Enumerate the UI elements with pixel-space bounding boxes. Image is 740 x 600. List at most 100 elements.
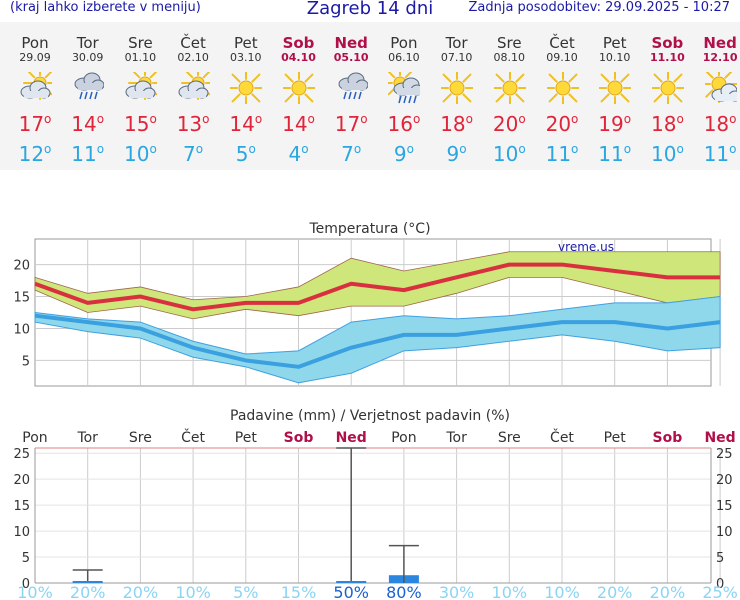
x-tick-label: Čet [550, 428, 574, 446]
day-date: 08.10 [493, 51, 526, 64]
precipitation-probability: 20% [123, 583, 159, 600]
day-date: 12.10 [702, 51, 738, 64]
day-column: Čet 09.10 20o 11o [536, 22, 589, 170]
watermark: vreme.us [558, 240, 614, 254]
partly-cloudy-icon [125, 66, 162, 104]
day-date: 07.10 [440, 51, 473, 64]
forecast-strip: Pon 29.09 17o 12o Tor 30.09 14o 11o Sre 01.10 1… [0, 22, 740, 170]
day-column: Čet 02.10 13o 7o [167, 22, 220, 170]
day-name: Pet [233, 34, 258, 52]
day-name: Čet [549, 34, 575, 52]
partly-cloudy-icon [178, 66, 215, 104]
day-date: 11.10 [649, 51, 685, 64]
day-date: 29.09 [19, 51, 51, 64]
min-temperature: 11o [598, 142, 632, 166]
day-name: Ned [703, 34, 737, 52]
max-temperature: 18o [440, 112, 473, 136]
min-temperature: 10o [123, 142, 157, 166]
min-temperature: 11o [703, 142, 737, 166]
rain-cloud-icon [72, 72, 105, 104]
day-name: Sob [282, 34, 315, 52]
day-date: 09.10 [546, 51, 578, 64]
x-tick-label: Sre [498, 430, 521, 446]
day-date: 03.10 [230, 51, 262, 64]
precipitation-probability: 15% [281, 583, 317, 600]
rain-cloud-icon [336, 72, 369, 104]
y-tick-label: 10 [13, 322, 30, 337]
day-column: Pet 10.10 19o 11o [588, 22, 641, 170]
y-tick-label: 5 [22, 354, 30, 369]
sun-icon [542, 68, 583, 108]
x-tick-label: Tor [76, 430, 98, 446]
max-temperature: 14o [282, 112, 315, 136]
y-tick-label-right: 0 [716, 577, 724, 592]
day-name: Pet [602, 34, 627, 52]
precipitation-plot-area [35, 448, 711, 583]
y-tick-label: 15 [13, 499, 30, 514]
max-temperature: 20o [545, 112, 579, 136]
min-temperature-line [34, 313, 721, 369]
y-tick-label-right: 20 [716, 473, 733, 488]
day-date: 10.10 [598, 51, 631, 64]
day-column: Tor 30.09 14o 11o [61, 22, 114, 170]
min-temperature: 11o [545, 142, 579, 166]
precipitation-probability: 10% [544, 583, 580, 600]
x-tick-label: Pet [604, 430, 627, 446]
day-date: 02.10 [177, 51, 209, 64]
x-tick-label: Pon [391, 430, 416, 446]
day-name: Sre [128, 34, 153, 52]
min-temperature: 12o [18, 142, 52, 166]
min-temperature: 10o [492, 142, 526, 166]
day-name: Tor [76, 34, 99, 52]
max-temperature: 17o [18, 112, 52, 136]
x-tick-label: Ned [704, 430, 735, 446]
day-column: Sob 11.10 18o 10o [641, 22, 694, 170]
x-tick-label: Čet [181, 428, 205, 446]
precipitation-probability: 20% [650, 583, 686, 600]
x-tick-label: Pet [235, 430, 258, 446]
temperature-chart-title: Temperatura (°C) [308, 221, 430, 237]
max-temperature: 20o [492, 112, 526, 136]
max-temperature: 17o [334, 112, 368, 136]
min-temperature: 9o [393, 142, 414, 166]
day-column: Pon 06.10 16o 9o [377, 22, 430, 170]
y-tick-label: 20 [13, 259, 30, 274]
min-temperature: 7o [183, 142, 204, 166]
precipitation-probability: 20% [597, 583, 633, 600]
max-temperature: 14o [71, 112, 105, 136]
precipitation-probability: 10% [17, 583, 53, 600]
max-temperature: 18o [650, 112, 684, 136]
max-temperature: 14o [229, 112, 263, 136]
day-column: Tor 07.10 18o 9o [430, 22, 483, 170]
precipitation-probability: 20% [70, 583, 106, 600]
sun-icon [647, 68, 688, 108]
max-temperature: 15o [123, 112, 157, 136]
max-temperature: 16o [387, 112, 421, 136]
day-date: 04.10 [281, 51, 316, 64]
day-column: Sre 01.10 15o 10o [114, 22, 167, 170]
y-tick-label: 15 [13, 291, 30, 306]
precipitation-chart-title: Padavine (mm) / Verjetnost padavin (%) [230, 408, 510, 424]
min-temperature: 11o [71, 142, 105, 166]
precipitation-probability: 5% [233, 583, 258, 600]
day-name: Sob [651, 34, 684, 52]
y-tick-label-right: 5 [716, 551, 724, 566]
precipitation-probability: 30% [439, 583, 475, 600]
min-temperature: 4o [288, 142, 309, 166]
max-temperature: 13o [176, 112, 210, 136]
day-column: Pet 03.10 14o 5o [219, 22, 272, 170]
day-column: Pon 29.09 17o 12o [9, 22, 62, 170]
y-tick-label: 10 [13, 525, 30, 540]
y-tick-label: 5 [22, 551, 30, 566]
x-tick-label: Sob [653, 430, 683, 446]
min-temperature: 10o [650, 142, 684, 166]
page-title: Zagreb 14 dni [306, 0, 434, 19]
precipitation-probability: 25% [702, 583, 738, 600]
x-tick-label: Ned [336, 430, 367, 446]
y-tick-label-right: 25 [716, 447, 733, 462]
day-name: Ned [334, 34, 368, 52]
day-name: Sre [497, 34, 522, 52]
top-bar: (kraj lahko izberete v meniju) Zagreb 14… [0, 0, 740, 22]
y-tick-label: 20 [13, 473, 30, 488]
day-column: Sob 04.10 14o 4o [272, 22, 325, 170]
